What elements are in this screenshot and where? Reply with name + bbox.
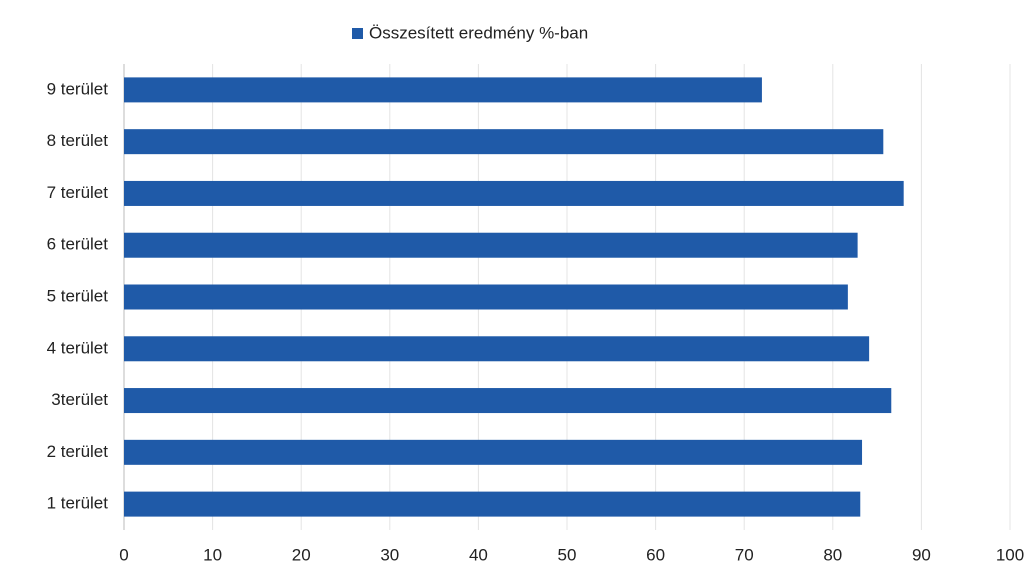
y-tick-label: 8 terület <box>47 131 109 150</box>
bar <box>124 129 884 155</box>
bar <box>124 180 904 206</box>
bar <box>124 232 858 258</box>
legend-swatch <box>352 28 363 39</box>
x-tick-label: 70 <box>735 545 754 564</box>
x-tick-label: 0 <box>119 545 128 564</box>
bar <box>124 388 892 414</box>
x-tick-label: 30 <box>380 545 399 564</box>
x-tick-label: 90 <box>912 545 931 564</box>
y-tick-label: 4 terület <box>47 338 109 357</box>
x-tick-label: 10 <box>203 545 222 564</box>
y-tick-label: 2 terület <box>47 442 109 461</box>
y-tick-label: 7 terület <box>47 183 109 202</box>
x-tick-label: 20 <box>292 545 311 564</box>
x-tick-label: 80 <box>823 545 842 564</box>
bar <box>124 439 863 465</box>
y-tick-label: 6 terület <box>47 235 109 254</box>
bar <box>124 491 861 517</box>
x-tick-label: 100 <box>996 545 1024 564</box>
bar <box>124 336 870 362</box>
x-tick-label: 50 <box>558 545 577 564</box>
y-tick-label: 3terület <box>51 390 108 409</box>
x-tick-label: 40 <box>469 545 488 564</box>
bar <box>124 77 762 103</box>
y-tick-label: 9 terület <box>47 79 109 98</box>
y-tick-label: 1 terület <box>47 494 109 513</box>
y-tick-label: 5 terület <box>47 286 109 305</box>
x-tick-label: 60 <box>646 545 665 564</box>
bar <box>124 284 848 310</box>
legend-label: Összesített eredmény %-ban <box>369 23 588 42</box>
